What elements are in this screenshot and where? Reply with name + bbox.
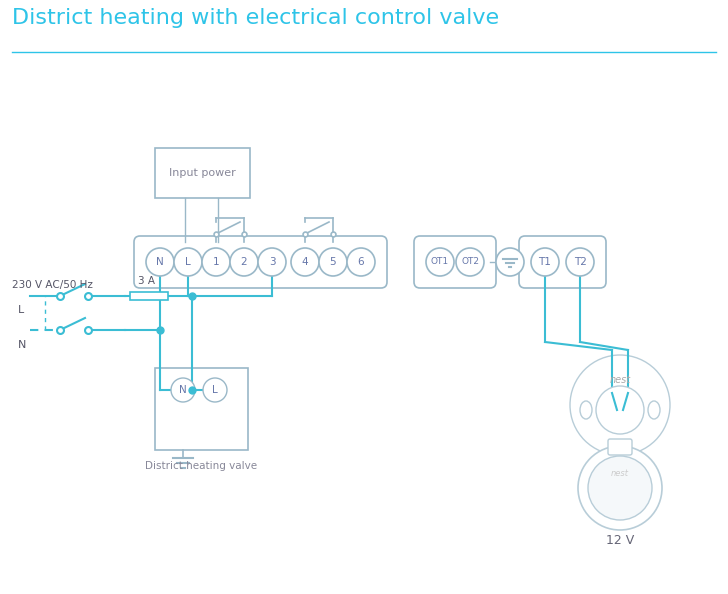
- Circle shape: [456, 248, 484, 276]
- Circle shape: [171, 378, 195, 402]
- Circle shape: [347, 248, 375, 276]
- FancyBboxPatch shape: [414, 236, 496, 288]
- Text: 3: 3: [269, 257, 275, 267]
- FancyBboxPatch shape: [134, 236, 387, 288]
- Text: 2: 2: [241, 257, 248, 267]
- Text: 230 V AC/50 Hz: 230 V AC/50 Hz: [12, 280, 93, 290]
- Text: 12 V: 12 V: [606, 533, 634, 546]
- Text: OT2: OT2: [461, 258, 479, 267]
- Circle shape: [230, 248, 258, 276]
- Circle shape: [291, 248, 319, 276]
- Text: T2: T2: [574, 257, 587, 267]
- Text: 3 A: 3 A: [138, 276, 155, 286]
- Circle shape: [202, 248, 230, 276]
- Text: N: N: [156, 257, 164, 267]
- Text: nest: nest: [611, 469, 629, 478]
- Ellipse shape: [580, 401, 592, 419]
- Text: N: N: [179, 385, 187, 395]
- Text: 4: 4: [301, 257, 309, 267]
- Bar: [155, 368, 248, 450]
- Text: nest: nest: [609, 375, 630, 385]
- Circle shape: [426, 248, 454, 276]
- Text: L: L: [212, 385, 218, 395]
- Text: N: N: [18, 340, 26, 350]
- Text: Input power: Input power: [169, 168, 236, 178]
- Text: District heating with electrical control valve: District heating with electrical control…: [12, 8, 499, 28]
- Circle shape: [319, 248, 347, 276]
- FancyBboxPatch shape: [608, 439, 632, 455]
- Text: District heating valve: District heating valve: [146, 461, 258, 471]
- Text: 5: 5: [330, 257, 336, 267]
- Text: OT1: OT1: [431, 258, 449, 267]
- Circle shape: [203, 378, 227, 402]
- Circle shape: [596, 386, 644, 434]
- Text: 1: 1: [213, 257, 219, 267]
- Text: T1: T1: [539, 257, 551, 267]
- Circle shape: [496, 248, 524, 276]
- Circle shape: [146, 248, 174, 276]
- Ellipse shape: [648, 401, 660, 419]
- Circle shape: [570, 355, 670, 455]
- Circle shape: [566, 248, 594, 276]
- FancyBboxPatch shape: [519, 236, 606, 288]
- Circle shape: [578, 446, 662, 530]
- Circle shape: [531, 248, 559, 276]
- Circle shape: [258, 248, 286, 276]
- Text: 6: 6: [357, 257, 364, 267]
- Bar: [155, 148, 250, 198]
- Text: L: L: [18, 305, 24, 315]
- Text: L: L: [185, 257, 191, 267]
- Bar: [130, 292, 168, 300]
- Circle shape: [588, 456, 652, 520]
- Circle shape: [174, 248, 202, 276]
